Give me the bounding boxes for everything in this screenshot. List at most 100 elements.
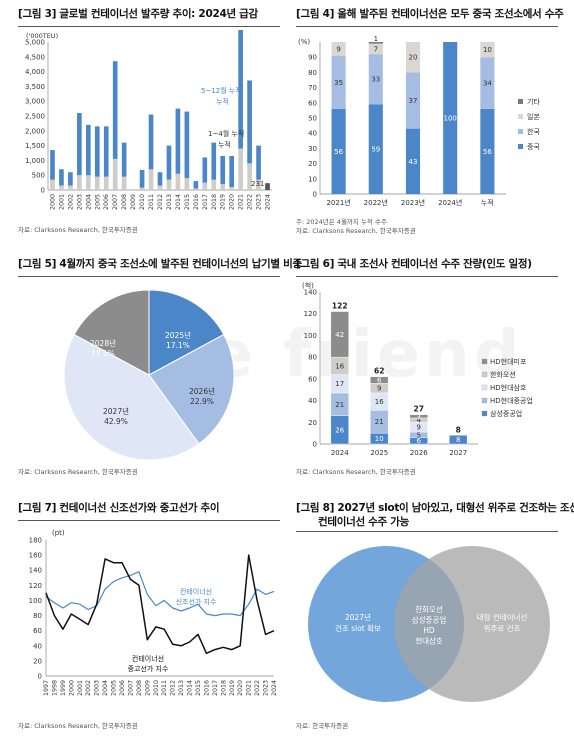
data-label: 37 — [409, 97, 418, 105]
x-tick-label: 2001 — [58, 194, 65, 210]
bar-segment-한국 — [405, 72, 421, 129]
bar-5-12 — [121, 142, 127, 177]
figure-8-rule — [296, 531, 558, 532]
x-tick-label: 2001 — [77, 680, 84, 696]
figure-8-title-line1: [그림 8] 2027년 slot이 남아있고, 대형선 위주로 건조하는 조선… — [296, 502, 574, 514]
bar-1-4 — [85, 175, 91, 190]
data-label: 21 — [375, 418, 384, 426]
y-tick-label: 500 — [32, 172, 45, 180]
figure-7-rule — [18, 520, 280, 521]
y-tick-label: 0 — [313, 191, 317, 199]
x-tick-label: 2022년 — [364, 198, 388, 207]
legend-label: HD현대미포 — [490, 357, 527, 366]
pie-slice-2026년 — [148, 333, 235, 445]
bar-5-12 — [229, 155, 235, 188]
data-label: 34 — [483, 80, 492, 88]
bar-5-12 — [139, 169, 145, 188]
total-label: 62 — [374, 367, 384, 376]
venn-set-large-vessel — [394, 546, 550, 702]
bar-5-12 — [77, 113, 82, 176]
figure-5-source: 자료: Clarksons Research, 한국투자증권 — [18, 468, 138, 476]
x-tick-label: 2005 — [94, 194, 101, 210]
y-tick-label: 20 — [308, 160, 317, 168]
x-tick-label: 2026 — [410, 449, 428, 457]
x-tick-label: 2005 — [111, 680, 118, 696]
pie-slice-2025년 — [148, 289, 225, 376]
bar-segment-일본 — [480, 42, 495, 58]
legend-swatch — [481, 384, 488, 391]
bar-segment-한국 — [368, 54, 383, 105]
bar-segment-중국 — [480, 108, 495, 194]
secondhand-price-line — [45, 554, 275, 655]
y-tick-label: 1,500 — [25, 142, 45, 150]
y-tick-label: 120 — [29, 582, 42, 590]
bar-segment-중국 — [331, 108, 346, 194]
bar-1-4 — [103, 176, 109, 190]
bar-5-12 — [238, 30, 243, 149]
bar-5-12 — [184, 111, 190, 179]
x-tick-label: 2019 — [229, 680, 236, 696]
data-label: 10 — [483, 46, 492, 54]
total-label: 27 — [414, 405, 424, 414]
data-label: 9 — [377, 385, 381, 393]
x-tick-label: 2024 — [265, 194, 272, 210]
x-tick-label: 2011 — [148, 194, 155, 210]
legend-label: 한화오션 — [490, 370, 516, 379]
x-tick-label: 2016 — [203, 680, 210, 696]
bar-1-4 — [175, 173, 181, 190]
slice-label: 2026년 — [189, 386, 215, 396]
figure-4-chart: (%) 0 10 20 30 40 50 60 70 80 90 56 35 9 2021년 59 33 7 1 20… — [298, 35, 540, 207]
x-tick-label: 2011 — [161, 680, 168, 696]
y-tick-label: 120 — [304, 310, 317, 318]
y-tick-label: 80 — [308, 69, 317, 77]
data-label: 9 — [417, 424, 421, 432]
annotation-2024-value: 231 — [251, 180, 264, 188]
bar-5-12 — [68, 172, 73, 186]
pie-slice-2027년 — [63, 333, 200, 461]
y-tick-label: 2,000 — [25, 127, 45, 135]
bar-segment-일본 — [331, 42, 346, 56]
annotation-secondhand-line2: 중고선가 지수 — [128, 664, 169, 673]
bar-segment-HD현대미포 — [370, 376, 389, 384]
y-tick-label: 40 — [308, 397, 317, 405]
bar-1-4 — [265, 183, 270, 190]
legend-label: 기타 — [527, 97, 540, 106]
venn-set-1-label-line2: 건조 slot 확보 — [335, 623, 381, 633]
bar-segment-HD현대미포 — [409, 414, 428, 419]
bar-5-12 — [211, 142, 217, 180]
legend-label: HD현대삼호 — [490, 383, 527, 392]
data-label: 5 — [417, 431, 421, 439]
data-label: 56 — [483, 148, 492, 156]
bar-segment-한국 — [480, 57, 495, 109]
x-tick-label: 2015 — [195, 680, 202, 696]
venn-intersection-item: 삼성중공업 — [412, 615, 447, 625]
unit-label: (%) — [298, 38, 310, 46]
annotation-5-12-line2: 누적 — [216, 97, 229, 106]
bar-5-12 — [202, 157, 208, 183]
bar-1-4 — [202, 182, 208, 190]
bar-5-12 — [256, 145, 261, 180]
legend-label: 일본 — [527, 112, 540, 121]
data-label: 17 — [335, 380, 344, 388]
y-tick-label: 1,000 — [25, 157, 45, 165]
figure-5-panel: [그림 5] 4월까지 중국 조선소에 발주된 컨테이너선의 납기별 비중 20… — [18, 256, 302, 476]
bar-1-4 — [166, 179, 172, 190]
bar-1-4 — [238, 148, 243, 190]
x-tick-label: 2002 — [67, 194, 74, 210]
figure-6-chart: (척) 0 20 40 60 80 100 120 140 26 21 17 16 42 122 2024 10… — [302, 282, 533, 457]
data-label: 33 — [371, 76, 380, 84]
bar-1-4 — [112, 158, 118, 190]
slice-value-label: 17.1% — [166, 341, 190, 350]
total-label: 8 — [456, 425, 461, 434]
annotation-newbuild-line2: 신조선가 지수 — [176, 597, 217, 606]
bar-segment-중국 — [405, 128, 421, 194]
x-tick-label: 2016 — [193, 194, 200, 210]
legend-label: 중국 — [527, 143, 540, 151]
data-label: 20 — [409, 54, 418, 62]
x-tick-label: 2021 — [238, 194, 245, 210]
bar-1-4 — [59, 185, 64, 190]
venn-intersection-item: 현대삼호 — [415, 636, 443, 646]
x-tick-label: 1997 — [43, 680, 50, 696]
bar-5-12 — [112, 61, 118, 159]
